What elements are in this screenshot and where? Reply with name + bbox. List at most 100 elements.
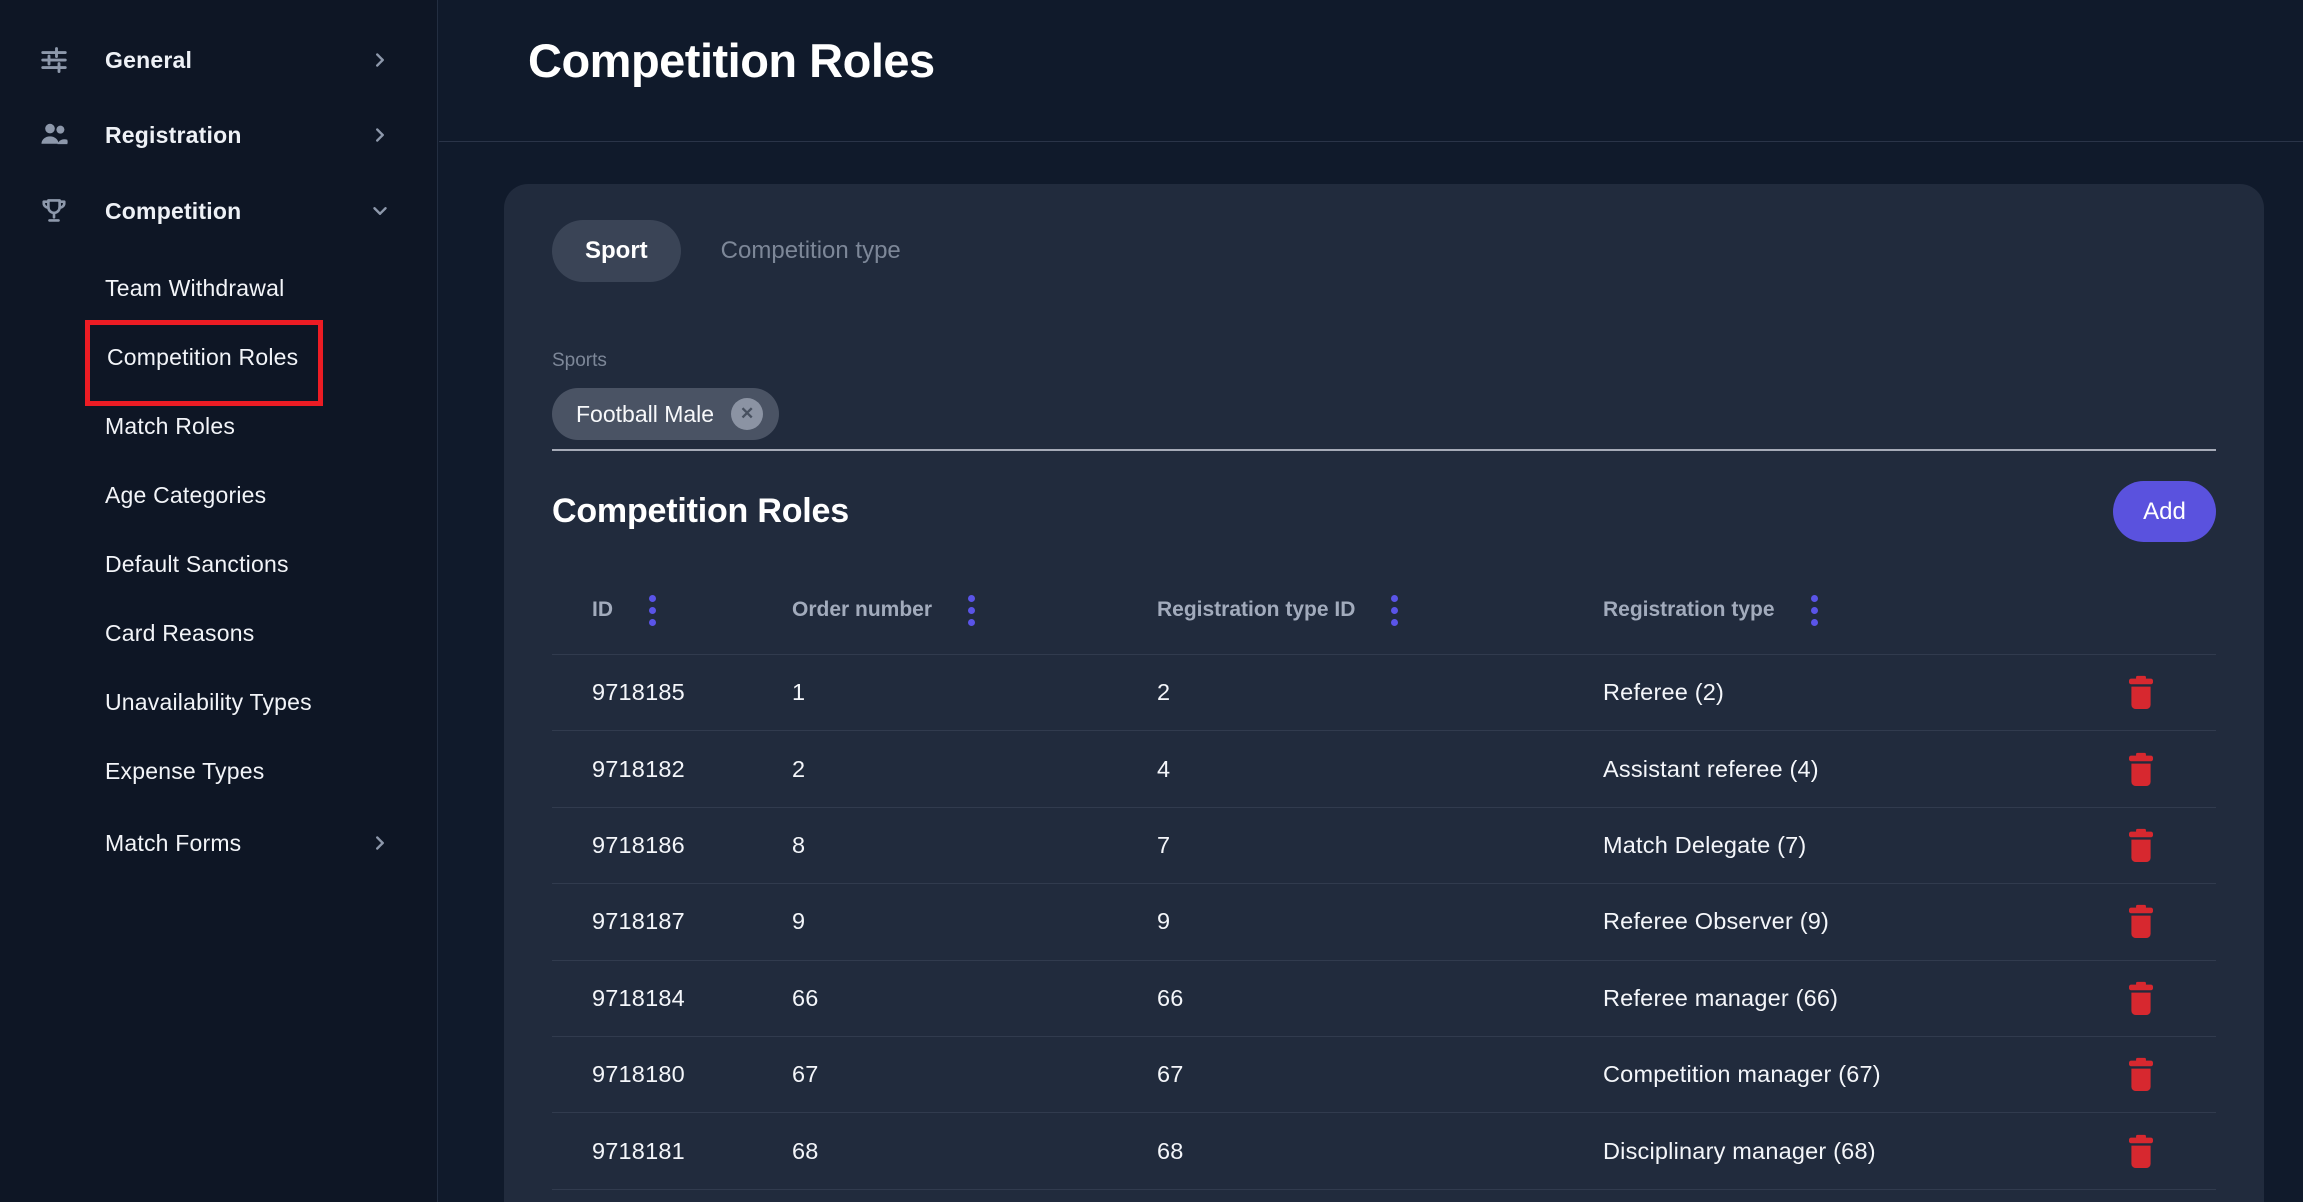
table-row: 9718186 8 7 Match Delegate (7): [552, 808, 2216, 885]
sidebar-item-label: Unavailability Types: [105, 688, 312, 715]
cell-id: 9718182: [592, 755, 685, 782]
add-button[interactable]: Add: [2113, 481, 2216, 542]
trash-icon: [2129, 981, 2153, 1015]
sidebar-item-match-roles[interactable]: Match Roles: [0, 406, 438, 446]
cell-id: 9718181: [592, 1137, 685, 1164]
table-row: 9718181 68 68 Disciplinary manager (68): [552, 1113, 2216, 1190]
cell-registration-type: Referee (2): [1603, 679, 1725, 706]
column-header-order-number: Order number: [792, 593, 1157, 628]
field-underline: [552, 449, 2216, 451]
sidebar-item-label: Competition Roles: [107, 343, 299, 370]
sport-chip: Football Male: [552, 388, 780, 440]
chevron-right-icon: [368, 123, 392, 147]
sports-chip-row: Football Male: [552, 388, 2216, 440]
cell-registration-type-id: 68: [1157, 1137, 1184, 1164]
sidebar-item-general[interactable]: General: [0, 38, 438, 82]
page-header: Competition Roles: [439, 0, 2303, 142]
sidebar-item-team-withdrawal[interactable]: Team Withdrawal: [0, 268, 438, 308]
column-header-id: ID: [592, 593, 792, 628]
table-row: 9718180 67 67 Competition manager (67): [552, 1037, 2216, 1114]
column-menu-icon[interactable]: [966, 593, 977, 628]
table-header: ID Order number Registration type ID Reg…: [552, 566, 2216, 655]
trophy-icon: [38, 195, 70, 227]
sidebar-item-competition[interactable]: Competition: [0, 189, 438, 233]
sidebar-item-expense-types[interactable]: Expense Types: [0, 751, 438, 791]
trash-icon: [2129, 828, 2153, 863]
cell-order-number: 1: [792, 679, 806, 706]
sidebar-item-label: Match Roles: [105, 412, 236, 439]
tab-competition-type[interactable]: Competition type: [720, 237, 901, 264]
cell-registration-type: Match Delegate (7): [1603, 831, 1807, 858]
users-icon: [38, 119, 70, 151]
chevron-right-icon: [368, 831, 392, 855]
column-header-registration-type-id: Registration type ID: [1157, 593, 1603, 628]
delete-button[interactable]: [2119, 900, 2163, 944]
tab-bar: Sport Competition type: [552, 220, 2216, 282]
sidebar-item-label: Registration: [105, 121, 242, 148]
cell-registration-type-id: 7: [1157, 831, 1171, 858]
delete-button[interactable]: [2119, 671, 2163, 715]
column-menu-icon[interactable]: [1809, 593, 1820, 628]
sidebar-item-label: Expense Types: [105, 757, 265, 784]
sidebar: General Registration: [0, 0, 438, 1202]
cell-registration-type-id: 4: [1157, 755, 1171, 782]
cell-registration-type-id: 2: [1157, 679, 1171, 706]
delete-button[interactable]: [2119, 747, 2163, 791]
cell-id: 9718184: [592, 984, 685, 1011]
sidebar-item-match-forms[interactable]: Match Forms: [0, 823, 438, 863]
trash-icon: [2129, 1134, 2153, 1168]
delete-button[interactable]: [2119, 823, 2163, 867]
sport-chip-label: Football Male: [576, 400, 715, 427]
sliders-icon: [38, 44, 70, 76]
cell-id: 9718180: [592, 1061, 685, 1088]
cell-registration-type: Referee Observer (9): [1603, 908, 1830, 935]
cell-id: 9718187: [592, 908, 685, 935]
cell-order-number: 67: [792, 1061, 819, 1088]
cell-order-number: 68: [792, 1137, 819, 1164]
sidebar-item-label: Team Withdrawal: [105, 274, 285, 301]
cell-registration-type: Referee manager (66): [1603, 984, 1839, 1011]
sidebar-item-age-categories[interactable]: Age Categories: [0, 475, 438, 515]
content-card: Sport Competition type Sports Football M…: [504, 184, 2264, 1202]
tab-sport[interactable]: Sport: [552, 220, 681, 282]
column-menu-icon[interactable]: [1389, 593, 1400, 628]
trash-icon: [2129, 1057, 2153, 1092]
sidebar-item-card-reasons[interactable]: Card Reasons: [0, 613, 438, 653]
delete-button[interactable]: [2119, 1053, 2163, 1097]
table-row: 9718185 1 2 Referee (2): [552, 655, 2216, 732]
table-row: 9718187 9 9 Referee Observer (9): [552, 884, 2216, 961]
sidebar-item-label: Match Forms: [105, 829, 242, 856]
cell-registration-type-id: 67: [1157, 1061, 1184, 1088]
sidebar-item-unavailability-types[interactable]: Unavailability Types: [0, 682, 438, 722]
cell-order-number: 66: [792, 984, 819, 1011]
chevron-right-icon: [368, 48, 392, 72]
section-header: Competition Roles Add: [552, 481, 2216, 542]
cell-id: 9718185: [592, 679, 685, 706]
sidebar-item-label: Default Sanctions: [105, 550, 289, 577]
sidebar-item-label: Card Reasons: [105, 619, 255, 646]
sidebar-item-default-sanctions[interactable]: Default Sanctions: [0, 544, 438, 584]
cell-order-number: 8: [792, 831, 806, 858]
cell-order-number: 9: [792, 908, 806, 935]
column-menu-icon[interactable]: [647, 593, 658, 628]
trash-icon: [2129, 676, 2153, 710]
chevron-down-icon: [368, 199, 392, 223]
trash-icon: [2129, 905, 2153, 939]
table-row: 9718182 2 4 Assistant referee (4): [552, 731, 2216, 808]
sidebar-item-label: General: [105, 46, 193, 73]
main-area: Competition Roles Sport Competition type…: [439, 0, 2303, 1202]
section-title: Competition Roles: [552, 492, 849, 530]
delete-button[interactable]: [2119, 1129, 2163, 1173]
sidebar-item-label: Age Categories: [105, 481, 267, 508]
trash-icon: [2129, 752, 2153, 786]
sidebar-item-competition-roles[interactable]: Competition Roles: [0, 337, 438, 377]
sidebar-item-label: Competition: [105, 197, 242, 224]
chip-remove-icon[interactable]: [731, 398, 764, 430]
sidebar-item-registration[interactable]: Registration: [0, 113, 438, 157]
cell-order-number: 2: [792, 755, 806, 782]
cell-id: 9718186: [592, 831, 685, 858]
delete-button[interactable]: [2119, 976, 2163, 1020]
page-title: Competition Roles: [528, 34, 935, 87]
cell-registration-type: Disciplinary manager (68): [1603, 1137, 1876, 1164]
